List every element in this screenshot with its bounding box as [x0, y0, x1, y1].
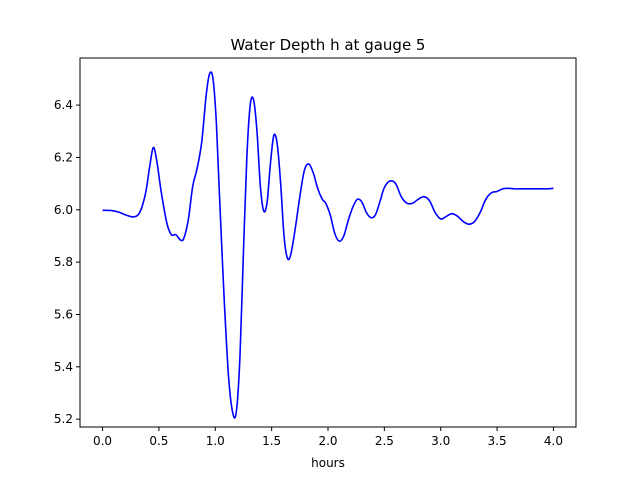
x-tick-label: 2.0	[318, 434, 337, 448]
y-tick-label: 6.4	[54, 98, 73, 112]
x-tick-label: 1.5	[262, 434, 281, 448]
y-axis: 5.2 5.4 5.6 5.8 6.0 6.2 6.4	[54, 98, 80, 426]
y-tick-label: 5.6	[54, 307, 73, 321]
y-tick-label: 6.2	[54, 150, 73, 164]
x-tick-label: 3.5	[488, 434, 507, 448]
y-tick-label: 6.0	[54, 203, 73, 217]
x-tick-label: 1.0	[206, 434, 225, 448]
x-tick-label: 2.5	[375, 434, 394, 448]
x-tick-label: 0.0	[93, 434, 112, 448]
x-axis: 0.0 0.5 1.0 1.5 2.0 2.5 3.0 3.5 4.0	[93, 427, 563, 448]
series-layer	[102, 71, 554, 419]
series-line	[102, 71, 554, 419]
y-tick-label: 5.4	[54, 360, 73, 374]
x-tick-label: 0.5	[149, 434, 168, 448]
x-tick-label: 4.0	[544, 434, 563, 448]
y-tick-label: 5.8	[54, 255, 73, 269]
y-tick-label: 5.2	[54, 412, 73, 426]
x-tick-label: 3.0	[431, 434, 450, 448]
plot-area	[79, 57, 577, 428]
chart-title: Water Depth h at gauge 5	[231, 36, 426, 54]
x-axis-label: hours	[311, 456, 345, 470]
